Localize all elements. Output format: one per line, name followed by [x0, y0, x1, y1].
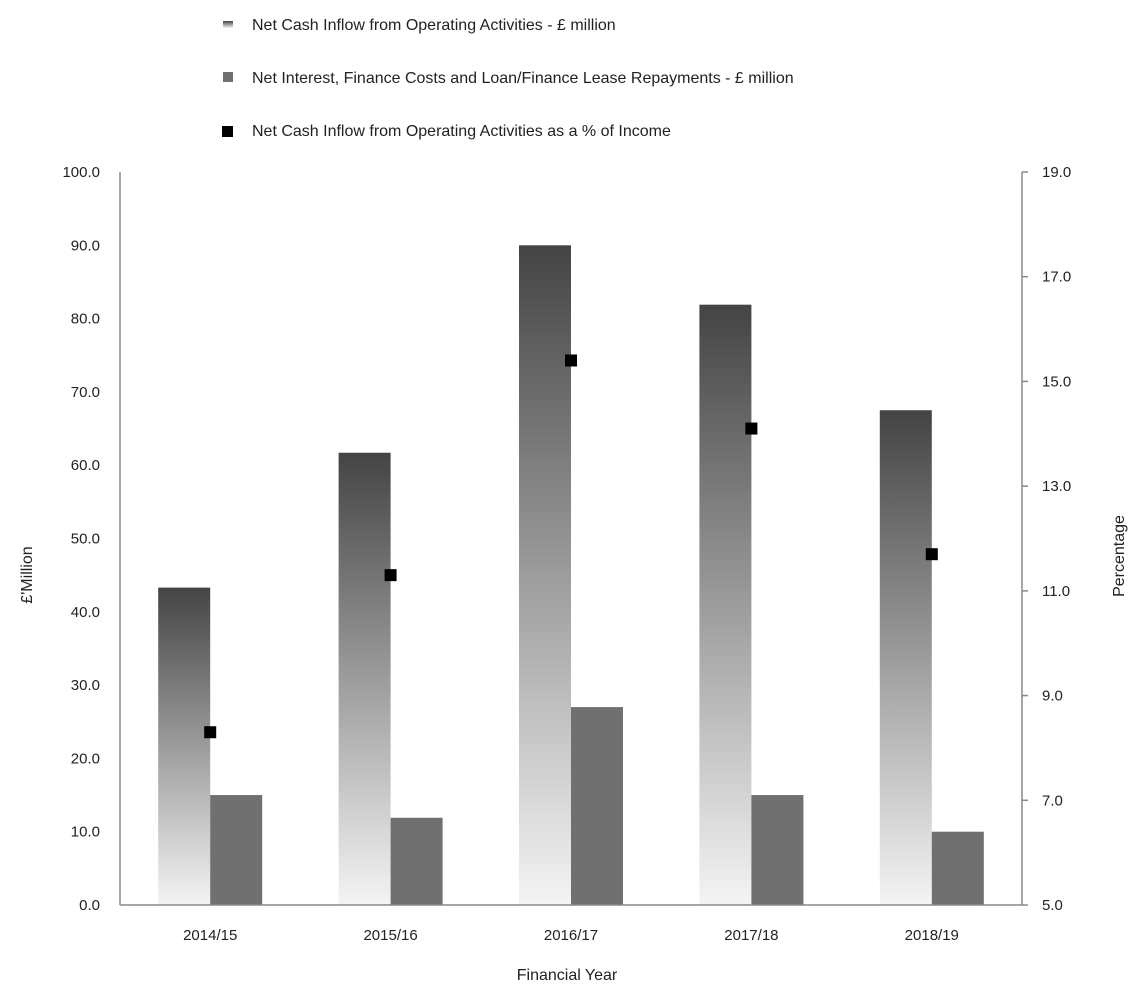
- marker-percent-2016-17: [565, 354, 577, 367]
- bar-operating-cash-2014-15: [158, 587, 211, 905]
- x-tick-label: 2017/18: [724, 927, 778, 944]
- y-tick-label: 30.0: [71, 677, 100, 694]
- plot-area: [158, 245, 984, 906]
- y-tick-label: 70.0: [71, 384, 100, 401]
- bar-operating-cash-2018-19: [879, 410, 932, 905]
- legend-label-1: Net Cash Inflow from Operating Activitie…: [252, 17, 616, 34]
- bar-operating-cash-2016-17: [519, 245, 571, 906]
- y-tick-label: 10.0: [71, 824, 100, 841]
- legend-label-2: Net Interest, Finance Costs and Loan/Fin…: [252, 70, 794, 87]
- y2-tick-label: 13.0: [1042, 478, 1071, 495]
- y2-tick-label: 19.0: [1042, 164, 1071, 181]
- y-tick-label: 100.0: [62, 164, 100, 181]
- bar-finance-costs-2018-19: [931, 831, 984, 905]
- y2-tick-label: 5.0: [1042, 897, 1063, 914]
- legend-swatch-2: [223, 72, 233, 82]
- y-tick-label: 40.0: [71, 604, 100, 621]
- y-tick-label: 50.0: [71, 531, 100, 548]
- marker-percent-2017-18: [745, 422, 758, 435]
- marker-percent-2014-15: [204, 726, 217, 739]
- legend-swatch-3: [222, 126, 233, 137]
- x-tick-label: 2018/19: [905, 927, 959, 944]
- x-axis: 2014/15 2015/16 2016/17 2017/18 2018/19: [120, 904, 1022, 944]
- right-axis: 5.0 7.0 9.0 11.0 13.0 15.0 17.0 19.0: [1021, 164, 1071, 914]
- bar-finance-costs-2015-16: [390, 817, 443, 905]
- x-tick-label: 2016/17: [544, 927, 598, 944]
- y2-tick-label: 9.0: [1042, 688, 1063, 705]
- legend: Net Cash Inflow from Operating Activitie…: [222, 17, 794, 140]
- y-tick-label: 90.0: [71, 237, 100, 254]
- bar-operating-cash-2015-16: [338, 452, 391, 905]
- y2-axis-title: Percentage: [1111, 515, 1128, 597]
- marker-percent-2018-19: [925, 548, 938, 561]
- left-axis: 0.0 10.0 20.0 30.0 40.0 50.0 60.0 70.0 80.0 90.0 1…: [62, 164, 121, 914]
- y2-tick-label: 11.0: [1042, 583, 1070, 600]
- y-tick-label: 20.0: [71, 750, 100, 767]
- x-tick-label: 2015/16: [363, 927, 417, 944]
- y-tick-label: 0.0: [79, 897, 100, 914]
- y2-tick-label: 17.0: [1042, 269, 1071, 286]
- y-tick-label: 80.0: [71, 311, 100, 328]
- y2-tick-label: 15.0: [1042, 373, 1071, 390]
- bar-finance-costs-2017-18: [751, 795, 804, 905]
- y2-tick-label: 7.0: [1042, 792, 1063, 809]
- legend-swatch-1: [223, 21, 233, 28]
- marker-percent-2015-16: [384, 569, 397, 582]
- x-axis-title: Financial Year: [517, 967, 618, 984]
- bar-finance-costs-2016-17: [571, 707, 623, 905]
- bar-operating-cash-2017-18: [699, 304, 752, 906]
- bar-finance-costs-2014-15: [210, 795, 263, 905]
- x-tick-label: 2014/15: [183, 927, 237, 944]
- y-axis-title: £'Million: [19, 546, 36, 603]
- y-tick-label: 60.0: [71, 457, 100, 474]
- legend-label-3: Net Cash Inflow from Operating Activitie…: [252, 123, 671, 140]
